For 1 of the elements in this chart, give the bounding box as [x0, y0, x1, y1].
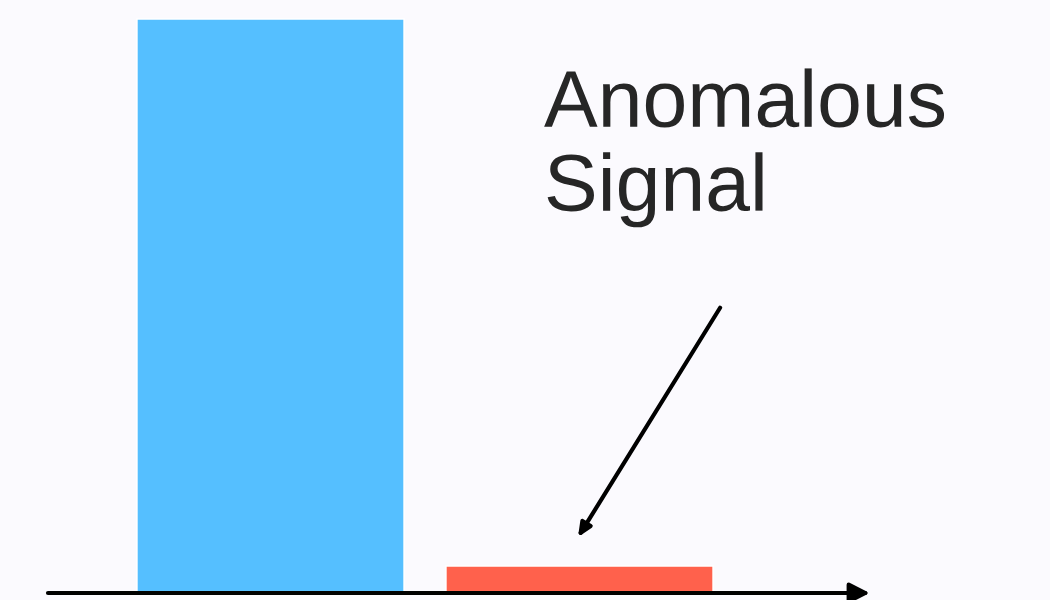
- annotation: Anomalous Signal: [544, 68, 945, 228]
